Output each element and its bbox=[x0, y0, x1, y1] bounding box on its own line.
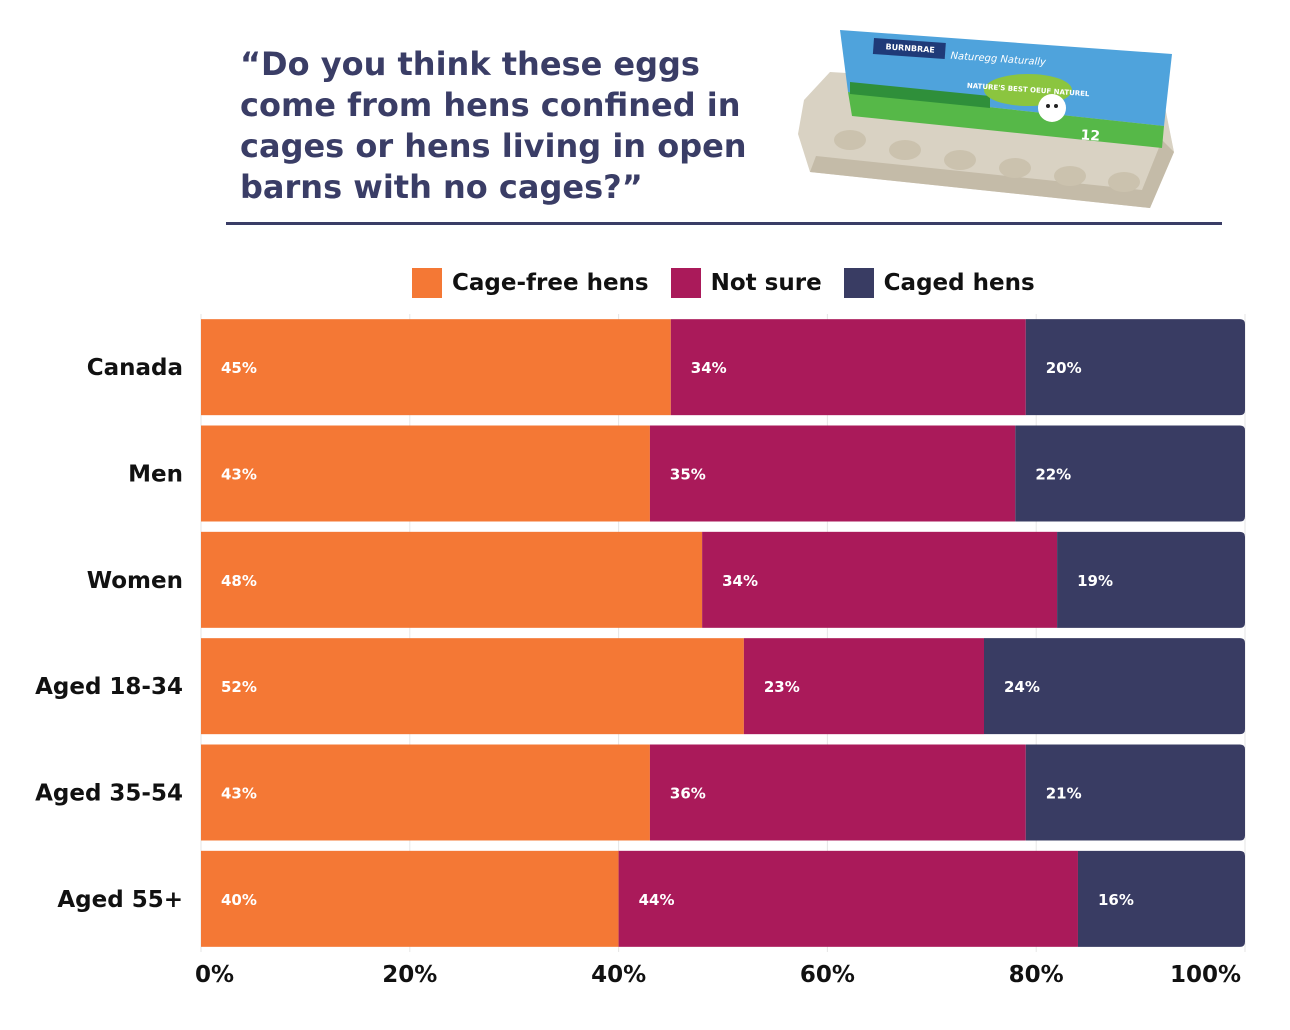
carton-count-text: 12 bbox=[1080, 127, 1101, 144]
value-label-caged-4: 21% bbox=[1046, 785, 1082, 803]
labels: 45% 34% 20% Canada 43% 35% 22% Men 48% 34% 19% Wome… bbox=[35, 355, 1241, 988]
value-label-not-sure-0: 34% bbox=[691, 359, 727, 377]
legend-swatch-not-sure bbox=[670, 268, 701, 298]
x-tick-label-1: 20% bbox=[382, 962, 437, 988]
value-label-cage-free-1: 43% bbox=[221, 466, 257, 484]
legend-label-not-sure: Not sure bbox=[710, 270, 822, 296]
legend-label-cage-free: Cage-free hens bbox=[452, 270, 649, 296]
value-label-not-sure-5: 44% bbox=[639, 891, 675, 909]
value-label-cage-free-5: 40% bbox=[221, 891, 257, 909]
value-label-cage-free-4: 43% bbox=[221, 785, 257, 803]
legend-item-cage-free: Cage-free hens bbox=[412, 268, 649, 298]
bars bbox=[201, 319, 1245, 947]
value-label-not-sure-2: 34% bbox=[722, 572, 758, 590]
x-tick-label-0: 0% bbox=[195, 962, 234, 988]
egg-carton-illustration: BURNBRAE Naturegg Naturally NATURE'S BES… bbox=[798, 30, 1174, 208]
value-label-not-sure-4: 36% bbox=[670, 785, 706, 803]
value-label-cage-free-2: 48% bbox=[221, 572, 257, 590]
category-label-1: Men bbox=[128, 462, 183, 488]
bar-caged-0 bbox=[1025, 319, 1245, 416]
x-tick-label-3: 60% bbox=[800, 962, 855, 988]
bar-not-sure-2 bbox=[702, 531, 1058, 628]
bar-caged-5 bbox=[1077, 850, 1245, 947]
chart-legend: Cage-free hens Not sure Caged hens bbox=[412, 266, 1057, 300]
bar-not-sure-4 bbox=[649, 744, 1026, 841]
value-label-caged-0: 20% bbox=[1046, 359, 1082, 377]
carton-brand-text: BURNBRAE bbox=[885, 42, 935, 54]
x-tick-label-5: 100% bbox=[1170, 962, 1241, 988]
bar-cage-free-1 bbox=[201, 425, 650, 522]
question-line-1: “Do you think these eggs bbox=[240, 45, 700, 83]
category-label-2: Women bbox=[87, 568, 183, 594]
legend-item-not-sure: Not sure bbox=[670, 268, 822, 298]
bar-cage-free-0 bbox=[201, 319, 671, 416]
bar-cage-free-4 bbox=[201, 744, 650, 841]
value-label-caged-1: 22% bbox=[1035, 466, 1071, 484]
bar-not-sure-0 bbox=[670, 319, 1026, 416]
question-line-3: cages or hens living in open bbox=[240, 127, 747, 165]
legend-item-caged: Caged hens bbox=[843, 268, 1035, 298]
question-line-2: come from hens confined in bbox=[240, 86, 741, 124]
value-label-caged-3: 24% bbox=[1004, 678, 1040, 696]
bar-caged-2 bbox=[1057, 531, 1245, 628]
bar-caged-1 bbox=[1015, 425, 1245, 522]
question-line-4: barns with no cages?” bbox=[240, 168, 643, 206]
value-label-not-sure-3: 23% bbox=[764, 678, 800, 696]
category-label-4: Aged 35-54 bbox=[35, 781, 183, 807]
bar-caged-3 bbox=[984, 638, 1245, 735]
value-label-not-sure-1: 35% bbox=[670, 466, 706, 484]
bar-not-sure-5 bbox=[618, 850, 1078, 947]
legend-swatch-cage-free bbox=[412, 268, 442, 298]
category-label-0: Canada bbox=[87, 355, 183, 381]
bar-not-sure-3 bbox=[743, 638, 984, 735]
grid-lines bbox=[200, 314, 1246, 952]
bar-cage-free-2 bbox=[201, 531, 703, 628]
category-label-5: Aged 55+ bbox=[57, 887, 183, 913]
x-tick-label-4: 80% bbox=[1009, 962, 1064, 988]
category-label-3: Aged 18-34 bbox=[35, 674, 183, 700]
x-tick-label-2: 40% bbox=[591, 962, 646, 988]
value-label-cage-free-3: 52% bbox=[221, 678, 257, 696]
value-label-cage-free-0: 45% bbox=[221, 359, 257, 377]
bar-not-sure-1 bbox=[649, 425, 1016, 522]
legend-swatch-caged bbox=[843, 268, 874, 298]
value-label-caged-5: 16% bbox=[1098, 891, 1134, 909]
bar-cage-free-3 bbox=[201, 638, 744, 735]
title-divider bbox=[226, 222, 1222, 225]
value-label-caged-2: 19% bbox=[1077, 572, 1113, 590]
bar-caged-4 bbox=[1025, 744, 1245, 841]
bar-cage-free-5 bbox=[201, 850, 619, 947]
legend-label-caged: Caged hens bbox=[883, 270, 1035, 296]
chart-question: “Do you think these eggs come from hens … bbox=[240, 44, 760, 208]
